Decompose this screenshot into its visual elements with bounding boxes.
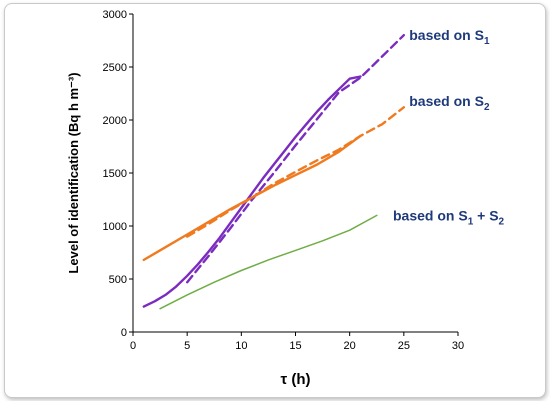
x-tick-label: 15 xyxy=(289,340,301,352)
series-line-4 xyxy=(159,214,378,310)
x-tick-label: 30 xyxy=(452,340,464,352)
x-axis-title: τ (h) xyxy=(280,371,310,388)
series-line-2 xyxy=(142,134,362,262)
labels-layer: τ (h) Level of identification (Bq h m⁻³) b… xyxy=(66,27,505,388)
y-tick-label: 2000 xyxy=(103,115,127,127)
x-tick-label: 10 xyxy=(235,340,247,352)
axes: 0 500 1000 1500 2000 2500 3000 0 5 10 15 20 25 30 xyxy=(103,9,465,352)
series-line-1 xyxy=(185,34,405,284)
y-tick-label: 1000 xyxy=(103,221,127,233)
series-annotation: based on S2 xyxy=(409,93,490,113)
x-tick-label: 20 xyxy=(344,340,356,352)
x-tick-label: 5 xyxy=(184,340,190,352)
y-tick-label: 3000 xyxy=(103,9,127,21)
series-line-3 xyxy=(185,106,405,238)
y-axis-title: Level of identification (Bq h m⁻³) xyxy=(66,72,81,273)
series-annotation: based on S1 xyxy=(409,27,490,47)
x-tick-label: 25 xyxy=(398,340,410,352)
y-tick-label: 2500 xyxy=(103,62,127,74)
series-annotation: based on S1 + S2 xyxy=(393,207,505,227)
y-tick-label: 0 xyxy=(121,327,127,339)
x-tick-label: 0 xyxy=(130,340,136,352)
series-line-0 xyxy=(142,75,362,308)
series-layer xyxy=(142,34,405,310)
y-tick-label: 1500 xyxy=(103,168,127,180)
y-tick-label: 500 xyxy=(109,274,127,286)
